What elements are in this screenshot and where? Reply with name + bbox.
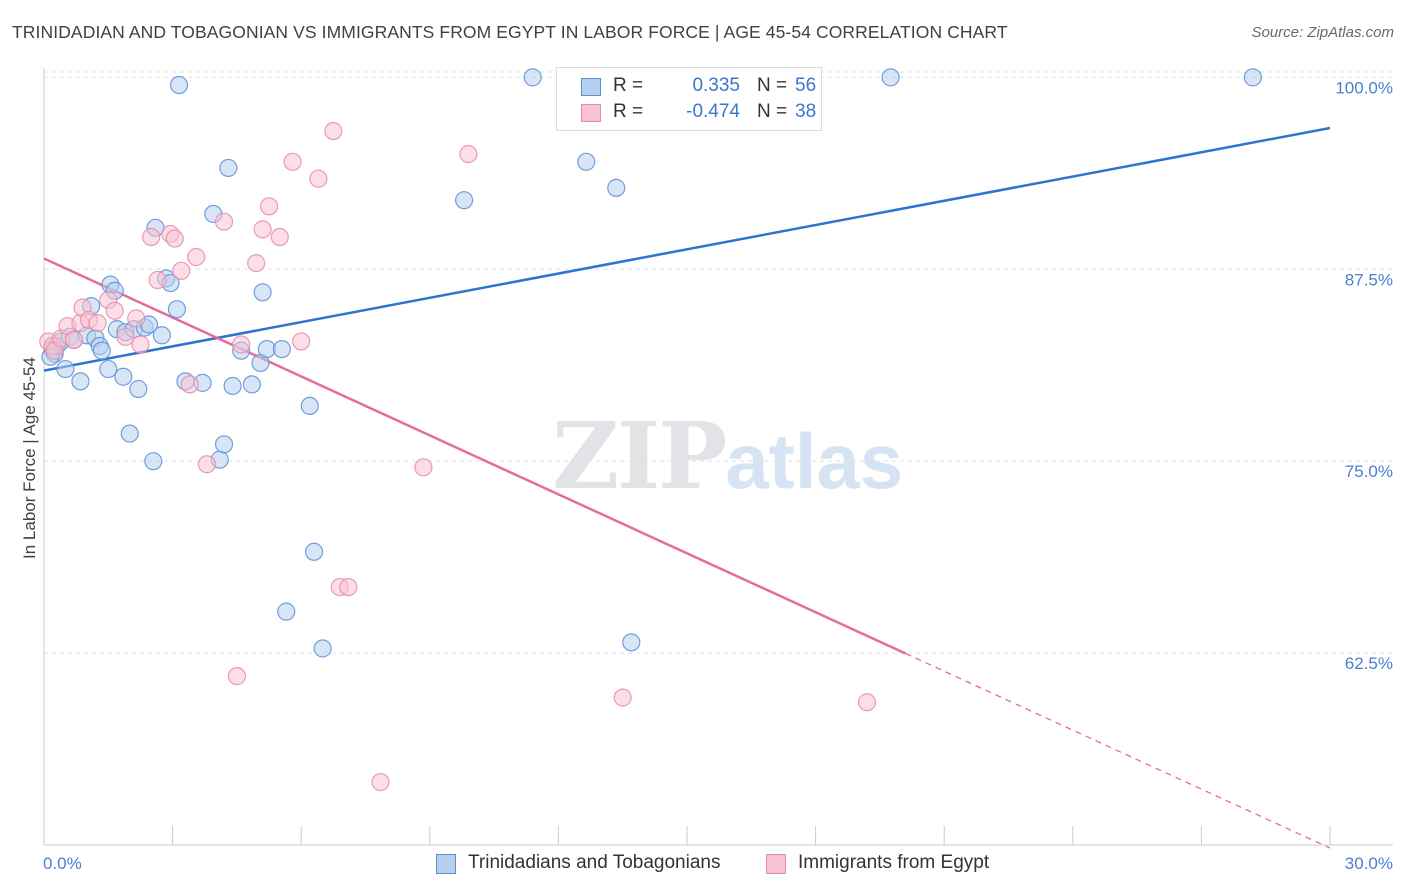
trend-line-solid [43,257,907,655]
trend-line-solid [43,126,1331,372]
r-label: R = [613,75,644,96]
y-tick-label: 75.0% [1345,462,1393,481]
data-point-trinidadian [607,178,626,197]
data-point-trinidadian [144,452,163,471]
data-point-egypt [142,227,161,247]
data-point-egypt [459,145,478,164]
data-point-egypt [283,152,302,171]
data-point-egypt [309,169,328,188]
data-point-egypt [197,455,216,474]
legend-label: Immigrants from Egypt [798,852,990,873]
data-point-trinidadian [219,158,238,178]
data-point-egypt [371,772,390,792]
data-point-trinidadian [152,326,171,345]
n-label: N = [757,75,788,96]
data-point-trinidadian [454,191,474,210]
r-value: -0.474 [686,101,740,122]
data-point-trinidadian [300,396,319,416]
y-axis-label: In Labor Force | Age 45-54 [20,357,39,559]
data-point-trinidadian [223,376,242,396]
data-point-trinidadian [129,379,148,399]
legend-swatch-trinidadian [581,78,601,96]
data-point-trinidadian [881,68,900,87]
data-point-egypt [253,220,272,239]
legend-label: Trinidadians and Tobagonians [468,852,721,873]
data-point-egypt [324,121,343,141]
data-point-trinidadian [120,424,139,443]
y-tick-label: 100.0% [1335,78,1393,97]
data-point-trinidadian [277,602,296,621]
legend-swatch-trinidadian [436,854,456,874]
data-point-trinidadian [56,359,75,379]
data-point-egypt [857,693,877,712]
x-tick-label-max: 30.0% [1345,854,1393,873]
data-point-egypt [180,375,199,394]
data-point-trinidadian [622,633,641,652]
data-point-egypt [247,254,266,273]
data-point-trinidadian [253,283,272,302]
data-point-egypt [88,313,107,333]
y-tick-label: 87.5% [1345,270,1393,289]
axes [43,68,1393,846]
trend-line-dashed [905,652,1331,849]
data-point-trinidadian [169,75,189,95]
data-point-trinidadian [167,300,186,319]
gridlines [44,71,1393,654]
data-point-egypt [292,332,311,351]
r-label: R = [613,101,644,122]
data-point-egypt [339,577,358,597]
source-label: Source: ZipAtlas.com [1251,24,1394,41]
data-point-trinidadian [71,372,90,391]
legend-swatch-egypt [766,854,786,874]
data-point-trinidadian [242,375,262,394]
data-point-egypt [64,330,84,349]
data-point-trinidadian [214,435,234,454]
data-point-egypt [148,270,167,290]
data-point-egypt [105,301,124,320]
data-point-egypt [131,335,150,354]
data-point-egypt [165,229,184,248]
data-point-trinidadian [272,340,292,359]
watermark-zip: ZIP [552,402,727,510]
data-point-trinidadian [577,152,596,171]
y-tick-label: 62.5% [1345,654,1393,673]
data-points [39,68,1262,792]
data-point-trinidadian [114,367,133,386]
data-point-egypt [214,212,234,231]
data-point-egypt [172,261,191,280]
data-point-egypt [187,247,206,267]
n-value: 56 [795,75,817,96]
data-point-egypt [227,667,246,686]
data-point-egypt [414,458,433,477]
n-value: 38 [795,101,817,122]
data-point-trinidadian [99,359,118,379]
data-point-egypt [116,327,135,346]
data-point-trinidadian [1243,68,1262,87]
chart-title: TRINIDADIAN AND TOBAGONIAN VS IMMIGRANTS… [12,22,1008,42]
data-point-trinidadian [523,68,542,87]
data-point-trinidadian [313,639,332,658]
data-point-egypt [613,688,632,707]
x-tick-label-min: 0.0% [43,854,82,873]
r-value: 0.335 [692,75,740,96]
data-point-egypt [232,335,251,354]
data-point-egypt [270,227,289,247]
legend-swatch-egypt [581,104,601,122]
axis-labels: In Labor Force | Age 45-54 0.0% 30.0% 62… [20,78,1393,873]
data-point-trinidadian [92,341,111,360]
stats-legend: R = 0.335 N = 56 R = -0.474 N = 38 [556,67,822,131]
data-point-egypt [127,309,146,328]
zipatlas-watermark: ZIPatlas [552,402,903,510]
data-point-trinidadian [304,542,324,561]
trend-lines [43,126,1331,849]
data-point-egypt [259,197,279,216]
n-label: N = [757,101,788,122]
